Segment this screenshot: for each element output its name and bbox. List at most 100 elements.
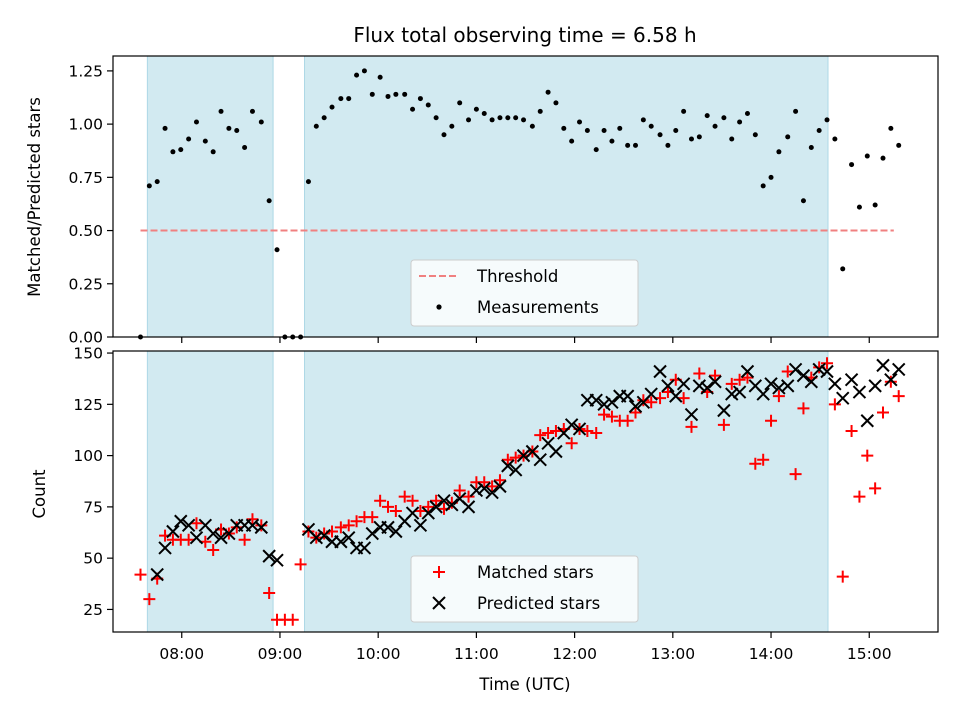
data-point <box>545 89 551 95</box>
predicted-point <box>860 414 874 428</box>
y-tick-label: 150 <box>73 345 103 363</box>
data-point <box>466 117 472 123</box>
data-point <box>816 128 822 134</box>
predicted-point <box>804 375 819 389</box>
data-point <box>425 102 431 108</box>
data-point <box>202 138 208 144</box>
data-point <box>584 128 590 134</box>
predicted-point <box>589 393 603 407</box>
data-point <box>808 145 814 151</box>
data-point <box>601 128 607 134</box>
matched-point <box>605 410 618 423</box>
data-point <box>864 153 870 159</box>
predicted-point <box>676 377 691 391</box>
predicted-point <box>342 530 356 545</box>
data-point <box>481 110 487 116</box>
matched-point <box>190 517 203 530</box>
x-tick-label: 12:00 <box>552 645 597 663</box>
data-point <box>721 115 727 121</box>
data-point <box>633 142 638 148</box>
matched-point <box>629 406 642 419</box>
data-point <box>338 96 344 102</box>
data-point <box>793 108 799 114</box>
star-count-points <box>134 357 906 626</box>
top-legend-box <box>410 259 639 327</box>
data-point <box>473 106 479 112</box>
data-point <box>258 119 264 125</box>
predicted-point <box>309 530 324 545</box>
data-point <box>146 183 152 189</box>
x-tick-label: 10:00 <box>356 645 401 663</box>
matched-point <box>781 365 794 378</box>
predicted-point <box>508 463 523 477</box>
data-point <box>840 266 846 272</box>
matched-point <box>389 504 402 517</box>
data-point <box>369 91 375 97</box>
data-point <box>346 96 352 102</box>
matched-point <box>238 533 251 546</box>
predicted-point <box>717 403 731 418</box>
matched-point <box>621 414 634 427</box>
matched-point <box>422 500 435 513</box>
data-point <box>170 149 176 155</box>
matched-point <box>717 418 730 431</box>
predicted-point <box>572 422 587 436</box>
x-axis-label: Time (UTC) <box>478 675 570 694</box>
predicted-point <box>485 485 499 500</box>
data-point <box>402 91 408 97</box>
predicted-point <box>564 418 579 432</box>
data-point <box>457 100 463 106</box>
predicted-point <box>501 459 515 473</box>
data-point <box>410 106 416 112</box>
data-point <box>329 104 335 110</box>
data-point <box>785 134 791 140</box>
predicted-point <box>493 479 507 494</box>
predicted-point <box>892 362 906 377</box>
matched-point <box>828 398 841 411</box>
matched-point <box>709 369 722 382</box>
data-point <box>433 115 439 121</box>
matched-point <box>892 390 905 403</box>
predicted-point <box>150 567 164 582</box>
bottom-legend: Matched stars Predicted stars <box>410 555 639 623</box>
data-point <box>712 123 718 129</box>
predicted-point <box>820 364 834 379</box>
predicted-point <box>852 385 867 399</box>
top-legend: Threshold Measurements <box>410 259 639 327</box>
matched-point <box>542 427 555 440</box>
x-tick-label: 15:00 <box>847 645 892 663</box>
matched-point <box>453 484 466 497</box>
data-point <box>673 128 679 134</box>
matched-point <box>845 424 858 437</box>
predicted-point <box>334 535 348 549</box>
predicted-point <box>357 541 372 555</box>
data-point <box>824 117 830 123</box>
data-point <box>521 117 527 123</box>
data-point <box>489 117 495 123</box>
matched-point <box>772 390 785 403</box>
plot-frame <box>112 350 939 633</box>
matched-point <box>645 396 658 409</box>
data-point <box>218 108 224 114</box>
observing-window <box>146 350 274 633</box>
data-point <box>361 68 367 74</box>
data-point <box>856 204 862 210</box>
matched-point <box>414 504 427 517</box>
predicted-point <box>764 377 778 391</box>
predicted-point <box>653 364 667 379</box>
y-tick-label: 50 <box>83 550 103 568</box>
matched-point <box>294 558 307 571</box>
legend-predicted-swatch <box>432 596 446 610</box>
predicted-point <box>836 391 850 405</box>
matched-point <box>757 453 770 466</box>
predicted-point <box>692 379 707 393</box>
matched-point <box>462 490 475 503</box>
data-point <box>154 179 160 185</box>
matched-point <box>877 406 889 419</box>
data-point <box>441 132 447 138</box>
predicted-point <box>421 506 435 520</box>
bottom-legend-box <box>410 555 639 623</box>
x-tick-label: 13:00 <box>650 645 695 663</box>
matched-point <box>350 515 363 528</box>
data-point <box>832 136 838 142</box>
